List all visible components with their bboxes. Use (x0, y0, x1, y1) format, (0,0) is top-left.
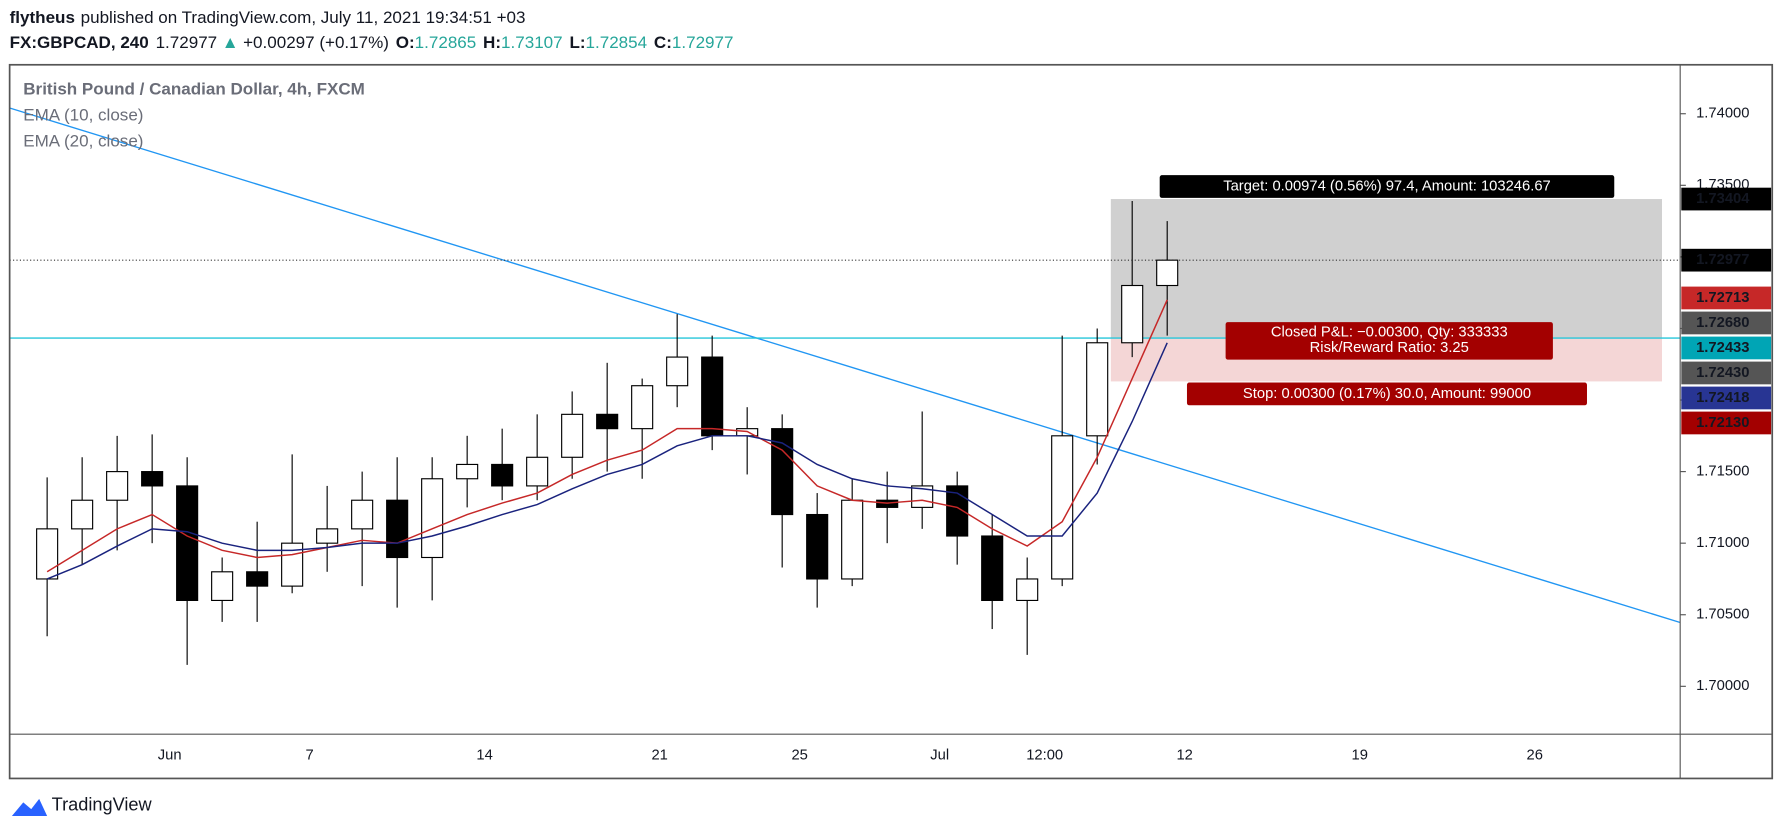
candle-body (1121, 284, 1144, 344)
symbol-line: FX:GBPCAD, 240 1.72977 ▲ +0.00297 (+0.17%) O… (10, 33, 734, 52)
frame (8, 63, 1774, 780)
price-label: 1.72130 (1696, 415, 1749, 431)
overlay: Target: 0.00974 (0.56%) 97.4, Amount: 10… (1159, 175, 1615, 406)
position-label: Risk/Reward Ratio: 3.25 (1310, 340, 1469, 356)
candle-body (701, 356, 724, 437)
x-tick-label: 25 (791, 748, 807, 764)
candle-body (596, 413, 619, 430)
ohlc-key: L: (569, 33, 585, 52)
x-tick-label: Jul (930, 748, 949, 764)
candle-body (526, 456, 549, 487)
price-label: 1.73404 (1696, 191, 1750, 207)
candle-body (1156, 259, 1179, 287)
y-tick-label: 1.74000 (1696, 106, 1749, 122)
candle-body (946, 485, 969, 537)
candle-body (211, 571, 234, 602)
position-label: Closed P&L: −0.00300, Qty: 333333 (1271, 324, 1508, 340)
candle-body (981, 535, 1004, 602)
candle-body (491, 463, 514, 487)
chart-title: British Pound / Canadian Dollar, 4h, FXC… (23, 79, 365, 98)
arrow: ▲ (222, 33, 239, 52)
logo-icon (11, 798, 48, 816)
ohlc-key: C: (654, 33, 672, 52)
candle-body (106, 471, 129, 501)
label-box (1186, 382, 1587, 406)
candle-body (421, 478, 444, 559)
candle-body (841, 499, 864, 580)
candle-body (246, 571, 269, 587)
y-tick-label: 1.70000 (1696, 678, 1749, 694)
candle-body (666, 356, 689, 387)
brand: TradingView (52, 795, 153, 815)
candle-body (36, 528, 59, 580)
y-tick-label: 1.71500 (1696, 464, 1749, 480)
candle-body (351, 499, 374, 530)
candle-body (806, 513, 829, 580)
x-tick-label: 14 (476, 748, 492, 764)
candle-body (561, 413, 584, 458)
logo (11, 798, 48, 816)
candle-body (631, 385, 654, 430)
price-label: 1.72430 (1696, 365, 1749, 381)
price-label-box (1681, 311, 1772, 335)
price-label-box (1681, 336, 1772, 360)
candle-body (1086, 342, 1109, 437)
price-label: 1.72680 (1696, 315, 1749, 331)
price-label: 1.72433 (1696, 340, 1749, 356)
target-zone (1110, 199, 1662, 339)
author: flytheus (10, 8, 75, 27)
candle-body (316, 528, 339, 544)
ohlc-value: 1.72977 (672, 33, 734, 52)
candle-body (71, 499, 94, 530)
ohlc-value: 1.73107 (501, 33, 563, 52)
x-tick-label: Jun (158, 748, 182, 764)
label-box (1159, 175, 1615, 198)
candle-body (1051, 435, 1074, 580)
x-tick-label: 7 (306, 748, 314, 764)
x-tick-label: 12 (1176, 748, 1192, 764)
y-tick-label: 1.71000 (1696, 535, 1749, 551)
ema-line (46, 299, 1168, 573)
candle-body (1016, 578, 1039, 602)
trend-line (9, 107, 1681, 624)
ohlc-value: 1.72854 (586, 33, 648, 52)
candle-body (456, 463, 479, 480)
plot-area (9, 107, 1681, 665)
price-label-box (1681, 411, 1772, 435)
ohlc-key: O: (396, 33, 415, 52)
symbol: FX:GBPCAD, 240 (10, 33, 149, 52)
ohlc-value: 1.72865 (415, 33, 477, 52)
candle-body (176, 485, 199, 602)
ema-line (46, 342, 1168, 580)
position-label: Target: 0.00974 (0.56%) 97.4, Amount: 10… (1223, 178, 1551, 194)
x-tick-label: 12:00 (1026, 748, 1063, 764)
change: +0.00297 (+0.17%) (243, 33, 389, 52)
price-label-box (1681, 286, 1772, 310)
published: published on TradingView.com, July 11, 2… (81, 8, 526, 27)
x-tick-label: 21 (651, 748, 667, 764)
position-label: Stop: 0.00300 (0.17%) 30.0, Amount: 9900… (1243, 386, 1531, 402)
header-line: flytheus published on TradingView.com, Ju… (10, 8, 526, 27)
price-label-box (1681, 187, 1772, 211)
ohlc-key: H: (483, 33, 501, 52)
price-label: 1.72713 (1696, 290, 1749, 306)
legend-entry: EMA (10, close) (23, 105, 143, 124)
candle-body (141, 471, 164, 487)
last: 1.72977 (156, 33, 218, 52)
candle-body (386, 499, 409, 559)
y-tick-label: 1.70500 (1696, 607, 1749, 623)
price-label-box (1681, 386, 1772, 410)
price-label: 1.72977 (1696, 252, 1749, 268)
label-box (1225, 322, 1553, 360)
legend-entry: EMA (20, close) (23, 132, 143, 151)
candle-body (771, 428, 794, 516)
x-tick-label: 19 (1351, 748, 1367, 764)
price-label-box (1681, 248, 1772, 272)
x-tick-label: 26 (1526, 748, 1542, 764)
price-label: 1.72418 (1696, 390, 1749, 406)
price-label-box (1681, 361, 1772, 385)
